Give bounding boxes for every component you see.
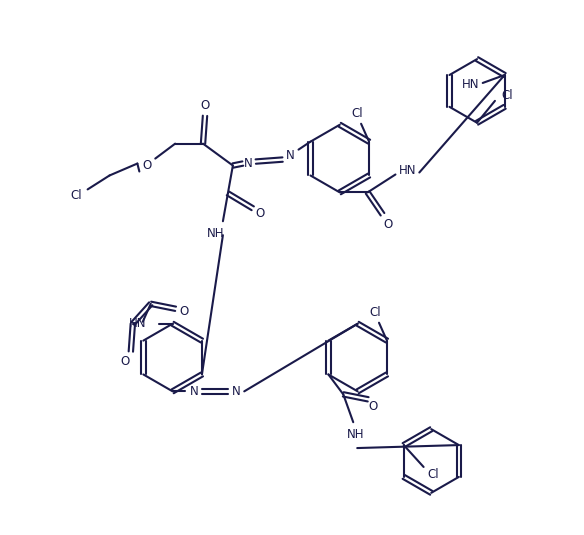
Text: Cl: Cl (369, 306, 381, 319)
Text: NH: NH (207, 227, 225, 240)
Text: O: O (179, 305, 188, 318)
Text: O: O (142, 159, 152, 172)
Text: N: N (244, 157, 252, 170)
Text: HN: HN (399, 164, 416, 177)
Text: Cl: Cl (71, 189, 82, 202)
Text: HN: HN (129, 317, 147, 330)
Text: O: O (383, 218, 392, 231)
Text: HN: HN (462, 79, 479, 91)
Text: O: O (120, 355, 130, 368)
Text: O: O (200, 100, 210, 112)
Text: Cl: Cl (427, 469, 439, 482)
Text: Cl: Cl (501, 89, 513, 102)
Text: NH: NH (346, 427, 364, 441)
Text: N: N (286, 149, 295, 162)
Text: O: O (255, 207, 265, 220)
Text: O: O (369, 400, 378, 413)
Text: Cl: Cl (352, 108, 363, 120)
Text: N: N (232, 385, 241, 398)
Text: N: N (190, 385, 199, 398)
